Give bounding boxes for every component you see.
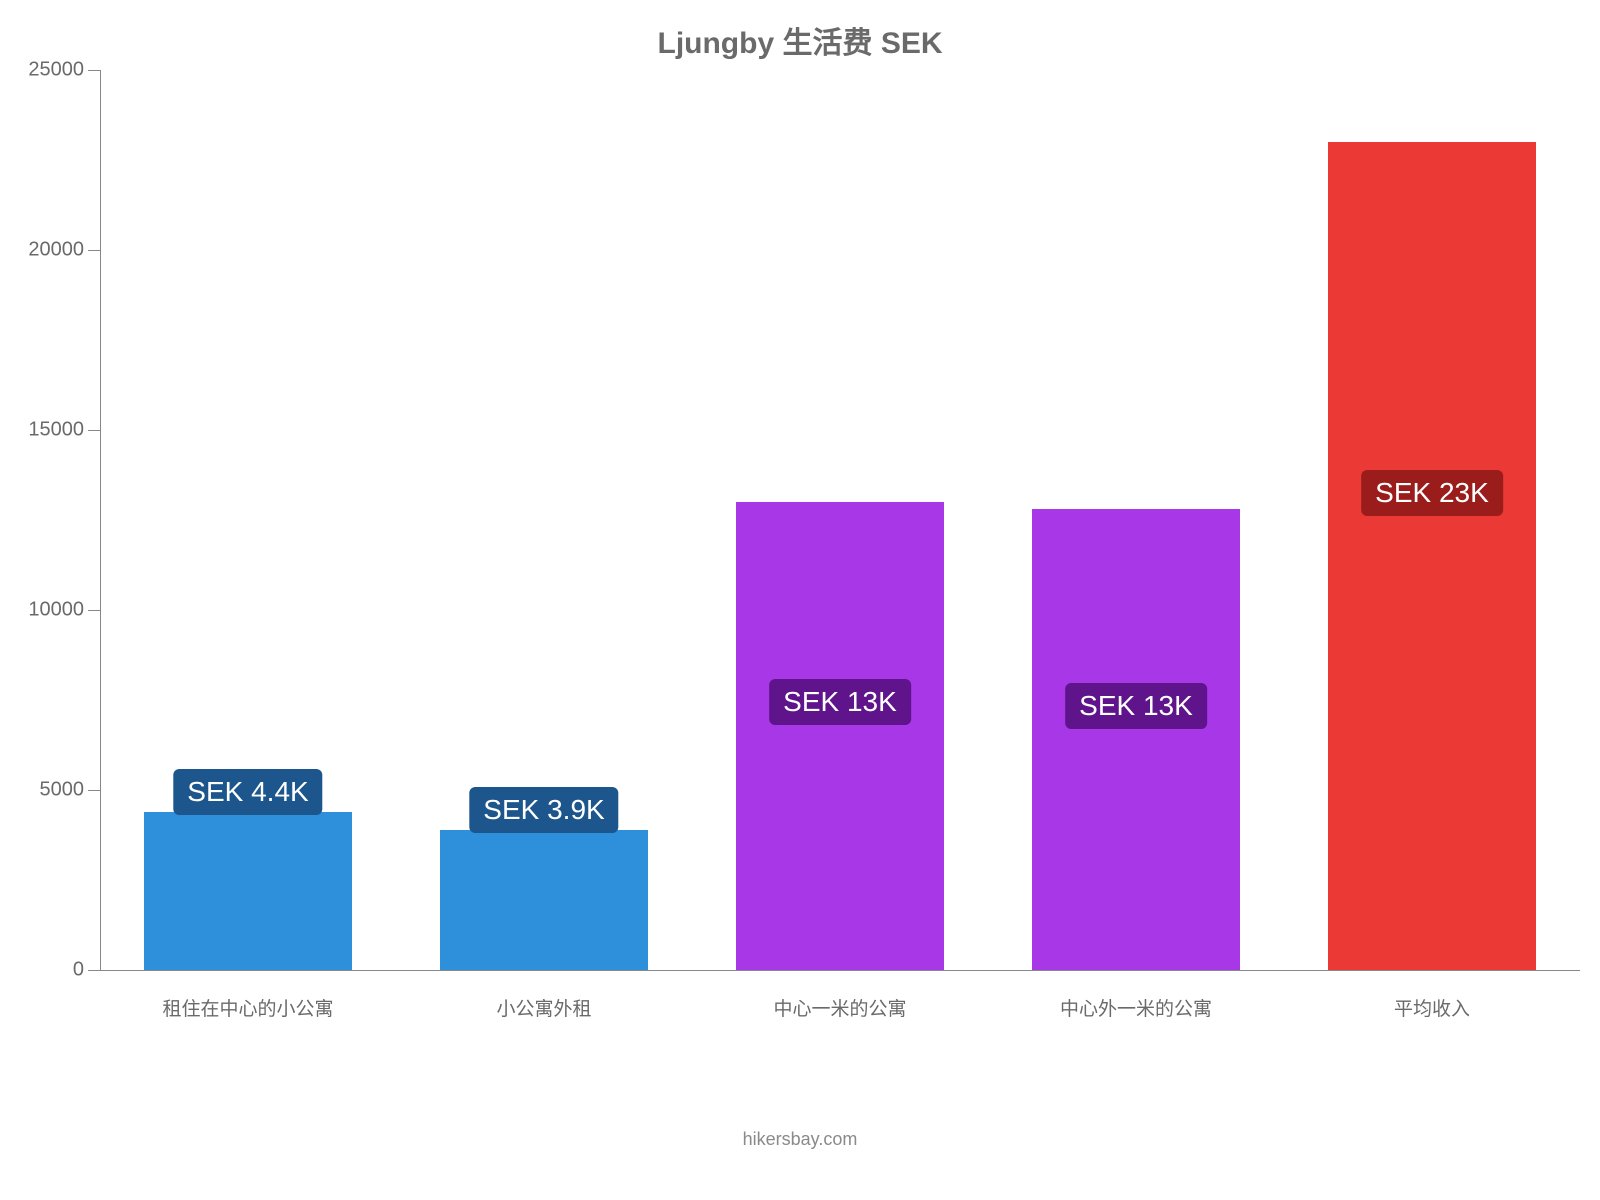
x-tick-label: 租住在中心的小公寓 [162, 994, 333, 1021]
bar [440, 830, 647, 970]
y-tick-label: 25000 [28, 59, 100, 82]
y-tick-label: 10000 [28, 599, 100, 622]
y-tick-label: 5000 [40, 779, 101, 802]
chart-container: Ljungby 生活费 SEK 050001000015000200002500… [0, 0, 1600, 1200]
chart-title: Ljungby 生活费 SEK [0, 18, 1600, 62]
bar [736, 502, 943, 970]
y-tick-label: 0 [73, 959, 100, 982]
y-tick-label: 20000 [28, 239, 100, 262]
x-tick-label: 中心外一米的公寓 [1060, 994, 1212, 1021]
value-badge: SEK 13K [1065, 683, 1207, 729]
x-tick-label: 中心一米的公寓 [773, 994, 906, 1021]
plot-area: 0500010000150002000025000租住在中心的小公寓SEK 4.… [100, 70, 1580, 970]
value-badge: SEK 23K [1361, 470, 1503, 516]
value-badge: SEK 4.4K [173, 769, 322, 815]
bar [1032, 509, 1239, 970]
value-badge: SEK 3.9K [469, 787, 618, 833]
bar [144, 812, 351, 970]
value-badge: SEK 13K [769, 679, 911, 725]
x-tick-label: 小公寓外租 [496, 994, 591, 1021]
y-tick-label: 15000 [28, 419, 100, 442]
credit-text: hikersbay.com [0, 1129, 1600, 1150]
y-axis-line [100, 70, 101, 970]
x-axis-baseline [100, 970, 1580, 971]
bar [1328, 142, 1535, 970]
x-tick-label: 平均收入 [1394, 994, 1470, 1021]
